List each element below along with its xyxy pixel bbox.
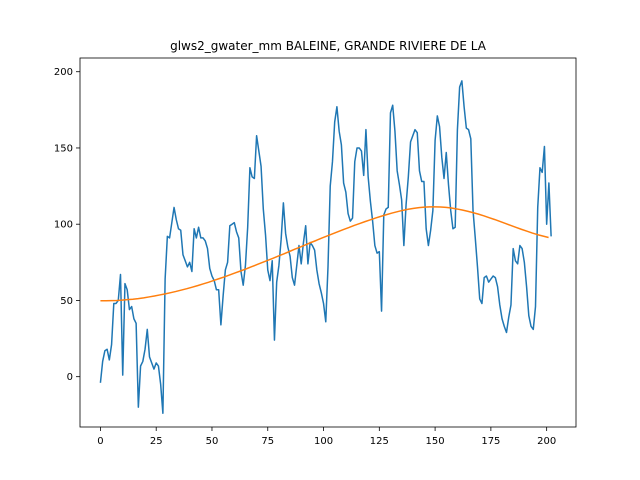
y-tick-label: 100	[54, 220, 73, 231]
series-line-2	[100, 206, 549, 302]
x-tick-label: 75	[261, 436, 274, 447]
x-tick-label: 125	[370, 436, 389, 447]
x-tick-label: 200	[537, 436, 556, 447]
y-tick-label: 200	[54, 67, 73, 78]
x-tick-label: 25	[150, 436, 163, 447]
y-tick-label: 50	[60, 296, 73, 307]
plot-area: 0 25 50 75 100 125 150 175 200 0 50 100 150 200	[54, 57, 577, 447]
x-tick-label: 0	[97, 436, 103, 447]
y-tick-label: 0	[67, 372, 73, 383]
x-tick-label: 150	[426, 436, 445, 447]
y-tick-label: 150	[54, 143, 73, 154]
x-tick-label: 50	[206, 436, 219, 447]
series-line-1	[99, 80, 552, 415]
axes-frame	[79, 57, 577, 428]
x-tick-label: 100	[314, 436, 333, 447]
x-tick-label: 175	[481, 436, 500, 447]
chart-title: glws2_gwater_mm BALEINE, GRANDE RIVIERE …	[170, 39, 487, 53]
